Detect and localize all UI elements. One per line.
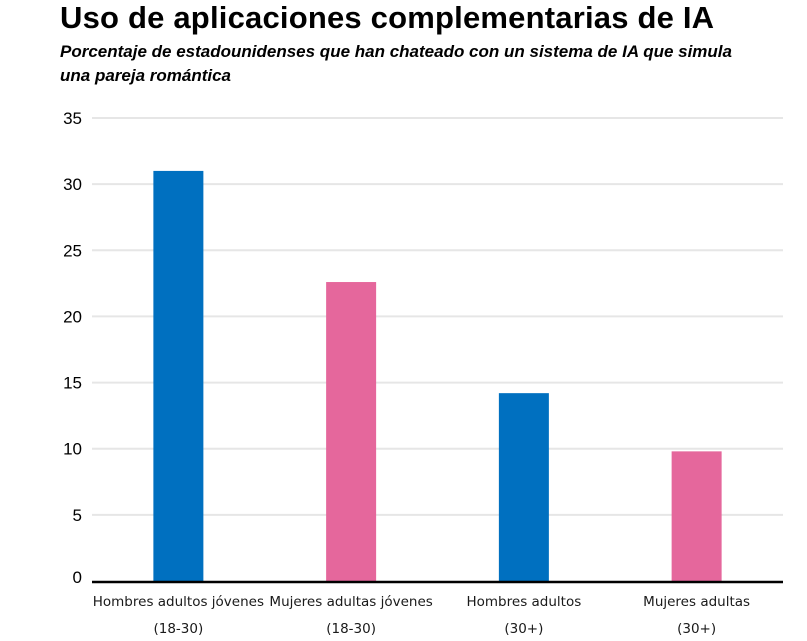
y-tick-label: 10 xyxy=(63,440,82,459)
x-tick-label: (18-30) xyxy=(153,621,203,637)
y-tick-label: 35 xyxy=(63,109,82,128)
bars xyxy=(153,170,722,581)
chart-subtitle: Porcentaje de estadounidenses que han ch… xyxy=(60,42,732,85)
bar xyxy=(671,451,722,581)
gridlines xyxy=(92,117,783,516)
x-tick-label: Mujeres adultas jóvenes xyxy=(269,594,432,610)
x-tick-label: Hombres adultos jóvenes xyxy=(93,594,264,610)
x-tick-label: (18-30) xyxy=(326,621,376,637)
x-tick-label: (30+) xyxy=(677,621,716,637)
x-tick-label: Mujeres adultas xyxy=(643,594,750,610)
y-tick-label: 0 xyxy=(73,568,82,587)
bar xyxy=(153,170,204,581)
y-tick-label: 20 xyxy=(63,307,82,326)
y-tick-label: 5 xyxy=(73,506,82,525)
bar xyxy=(326,282,377,581)
bar xyxy=(498,393,549,581)
x-tick-label: Hombres adultos xyxy=(467,594,582,610)
labels: 0 5 10 15 20 25 30 35 Hombres adultos jóvenes (18… xyxy=(63,109,750,637)
y-tick-label: 30 xyxy=(63,175,82,194)
y-tick-label: 25 xyxy=(63,241,82,260)
y-tick-label: 15 xyxy=(63,374,82,393)
x-tick-label: (30+) xyxy=(504,621,543,637)
chart-title: Uso de aplicaciones complementarias de I… xyxy=(60,0,715,35)
